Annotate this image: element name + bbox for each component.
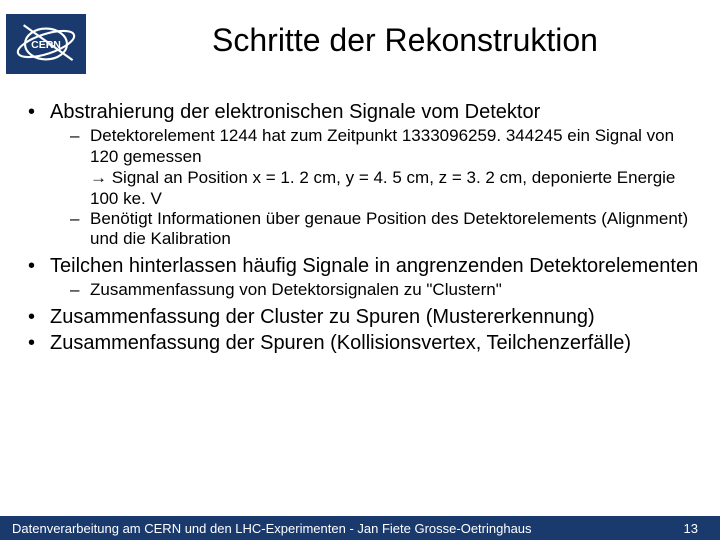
bullet-marker: • (28, 331, 50, 355)
bullet-l3: → Signal an Position x = 1. 2 cm, y = 4.… (90, 168, 702, 209)
slide-footer: Datenverarbeitung am CERN und den LHC-Ex… (0, 516, 720, 540)
bullet-text: Detektorelement 1244 hat zum Zeitpunkt 1… (90, 126, 702, 167)
bullet-text: Abstrahierung der elektronischen Signale… (50, 100, 702, 124)
bullet-l2: – Detektorelement 1244 hat zum Zeitpunkt… (70, 126, 702, 167)
bullet-l1: • Zusammenfassung der Cluster zu Spuren … (28, 305, 702, 329)
bullet-l1: • Teilchen hinterlassen häufig Signale i… (28, 254, 702, 278)
bullet-l2-group: – Detektorelement 1244 hat zum Zeitpunkt… (70, 126, 702, 249)
slide-title: Schritte der Rekonstruktion (100, 22, 710, 59)
page-number: 13 (684, 521, 698, 536)
bullet-marker: • (28, 305, 50, 329)
bullet-marker: – (70, 209, 90, 250)
bullet-text: Zusammenfassung der Spuren (Kollisionsve… (50, 331, 702, 355)
bullet-l2: – Benötigt Informationen über genaue Pos… (70, 209, 702, 250)
bullet-l2: – Zusammenfassung von Detektorsignalen z… (70, 280, 702, 300)
bullet-marker: – (70, 126, 90, 167)
svg-text:CERN: CERN (31, 39, 61, 51)
bullet-text: Teilchen hinterlassen häufig Signale in … (50, 254, 702, 278)
bullet-marker: • (28, 254, 50, 278)
bullet-l1: • Zusammenfassung der Spuren (Kollisions… (28, 331, 702, 355)
footer-text: Datenverarbeitung am CERN und den LHC-Ex… (12, 521, 532, 536)
bullet-marker: – (70, 280, 90, 300)
cern-logo-svg: CERN (11, 19, 81, 69)
bullet-text: Benötigt Informationen über genaue Posit… (90, 209, 702, 250)
bullet-l1: • Abstrahierung der elektronischen Signa… (28, 100, 702, 124)
bullet-l2-group: – Zusammenfassung von Detektorsignalen z… (70, 280, 702, 300)
cern-logo: CERN (6, 14, 86, 74)
bullet-text: Zusammenfassung der Cluster zu Spuren (M… (50, 305, 702, 329)
slide-content: • Abstrahierung der elektronischen Signa… (28, 100, 702, 357)
bullet-marker: • (28, 100, 50, 124)
slide: CERN Schritte der Rekonstruktion • Abstr… (0, 0, 720, 540)
bullet-text: Zusammenfassung von Detektorsignalen zu … (90, 280, 702, 300)
